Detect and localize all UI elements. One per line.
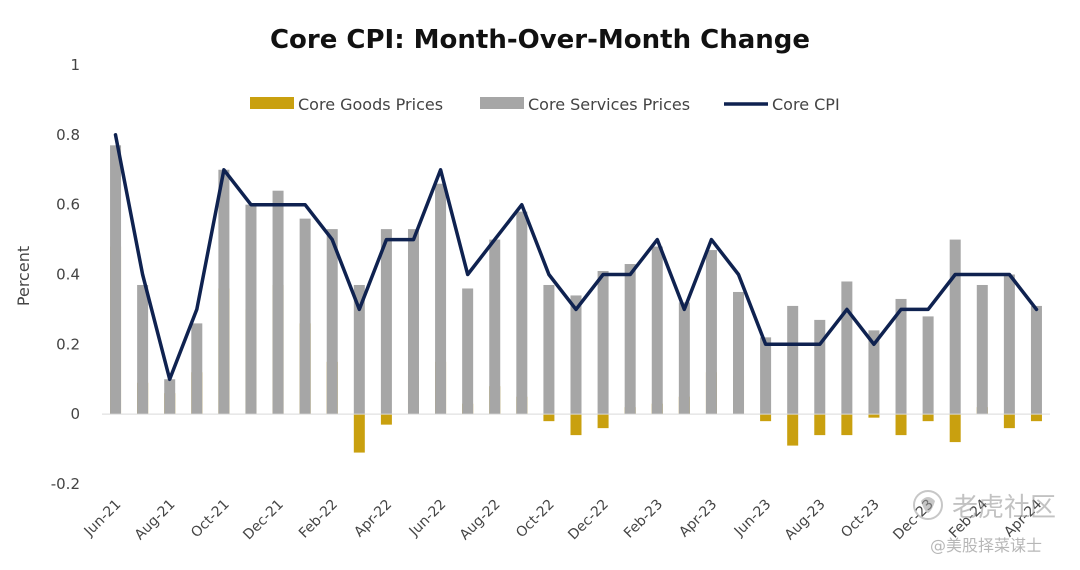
x-tick-label: Oct-22: [513, 497, 558, 542]
core-cpi-line-group: [113, 133, 1039, 382]
legend-swatch: [250, 97, 294, 109]
core-goods-bar: [760, 414, 772, 422]
core-services-bar: [245, 204, 257, 415]
core-services-bar: [949, 239, 961, 415]
core-services-bar: [137, 284, 149, 415]
x-tick-label: Jun-23: [731, 497, 775, 541]
x-tick-label: Aug-21: [132, 497, 179, 544]
core-services-bar: [407, 229, 419, 415]
core-services-bar: [516, 211, 528, 415]
x-tick-label: Feb-22: [296, 497, 341, 542]
core-goods-bar: [1003, 414, 1015, 429]
core-services-bar: [380, 229, 392, 415]
legend: Core Goods Prices Core Services Prices Cor…: [250, 95, 840, 114]
x-tick-label: Jun-21: [81, 497, 125, 541]
chart-title: Core CPI: Month-Over-Month Change: [270, 25, 810, 55]
core-services-bar: [462, 288, 474, 415]
core-services-bar: [705, 250, 717, 415]
core-services-bar: [733, 291, 745, 415]
core-services-bar: [435, 183, 447, 415]
legend-label: Core Goods Prices: [298, 95, 443, 114]
x-tick-label: Apr-23: [676, 497, 720, 541]
core-services-bar: [1003, 274, 1015, 415]
x-tick-label: Oct-21: [188, 497, 233, 542]
core-services-bar: [543, 284, 555, 415]
core-services-bar: [760, 337, 772, 415]
core-services-bar: [299, 218, 311, 415]
core-services-bar: [570, 295, 582, 415]
core-goods-bar: [570, 414, 582, 436]
x-tick-label: Feb-23: [621, 497, 666, 542]
core-services-bar: [624, 264, 636, 415]
watermark-brand: 老虎社区: [952, 493, 1056, 523]
y-tick-label: 1: [70, 56, 80, 74]
core-cpi-line: [113, 133, 1039, 382]
core-services-bar: [597, 271, 609, 415]
core-goods-bar: [895, 414, 907, 436]
core-goods-bar: [1030, 414, 1042, 422]
core-services-bar: [326, 229, 338, 415]
legend-label: Core Services Prices: [528, 95, 690, 114]
core-goods-bar: [841, 414, 853, 436]
core-services-bar: [651, 246, 663, 415]
core-services-bar: [814, 319, 826, 415]
x-axis: Jun-21 Aug-21 Oct-21 Dec-21 Feb-22 Apr-22 Jun-…: [81, 496, 1046, 543]
x-tick-label: Dec-21: [240, 497, 287, 544]
core-goods-bar: [380, 414, 392, 425]
x-tick-label: Dec-22: [565, 497, 612, 544]
core-services-bar: [164, 379, 176, 415]
core-services-bar: [218, 169, 230, 415]
y-tick-label: 0.8: [56, 126, 80, 144]
core-services-bar: [272, 190, 284, 415]
core-goods-bar: [787, 414, 799, 446]
core-goods-bar: [949, 414, 961, 443]
y-tick-label: 0.2: [56, 335, 80, 353]
watermark-handle: @美股择菜谋士: [930, 536, 1042, 555]
y-tick-label: 0.4: [56, 266, 80, 284]
core-goods-bar: [597, 414, 609, 429]
core-goods-bar: [353, 414, 365, 453]
x-tick-label: Aug-22: [457, 497, 504, 544]
legend-label: Core CPI: [772, 95, 840, 114]
x-tick-label: Jun-22: [406, 497, 450, 541]
core-services-bar: [841, 281, 853, 415]
y-axis: -0.2 0 0.2 0.4 0.6 0.8 1: [51, 56, 80, 493]
core-services-bar: [110, 145, 122, 415]
y-tick-label: 0: [70, 405, 80, 423]
x-tick-label: Apr-22: [351, 497, 395, 541]
x-tick-label: Oct-23: [838, 497, 883, 542]
core-goods-bar: [868, 414, 880, 418]
tiger-community-icon: [913, 490, 943, 520]
legend-swatch: [480, 97, 524, 109]
core-services-bar: [895, 298, 907, 415]
core-services-bar: [976, 284, 988, 415]
core-services-bar: [489, 239, 501, 415]
core-services-bar: [353, 284, 365, 415]
y-tick-label: -0.2: [51, 475, 80, 493]
core-services-bar: [787, 305, 799, 415]
core-services-bar: [678, 302, 690, 415]
core-services-bar: [191, 323, 203, 415]
core-services-bar: [1030, 305, 1042, 415]
x-tick-label: Aug-23: [782, 497, 829, 544]
core-services-bar: [868, 330, 880, 415]
core-services-bars: [110, 145, 1042, 415]
y-axis-label: Percent: [14, 246, 33, 306]
core-goods-bar: [814, 414, 826, 436]
core-services-bar: [922, 316, 934, 415]
core-goods-bar: [543, 414, 555, 422]
y-tick-label: 0.6: [56, 196, 80, 214]
core-goods-bar: [922, 414, 934, 422]
watermark: 老虎社区 @美股择菜谋士: [913, 490, 1056, 555]
